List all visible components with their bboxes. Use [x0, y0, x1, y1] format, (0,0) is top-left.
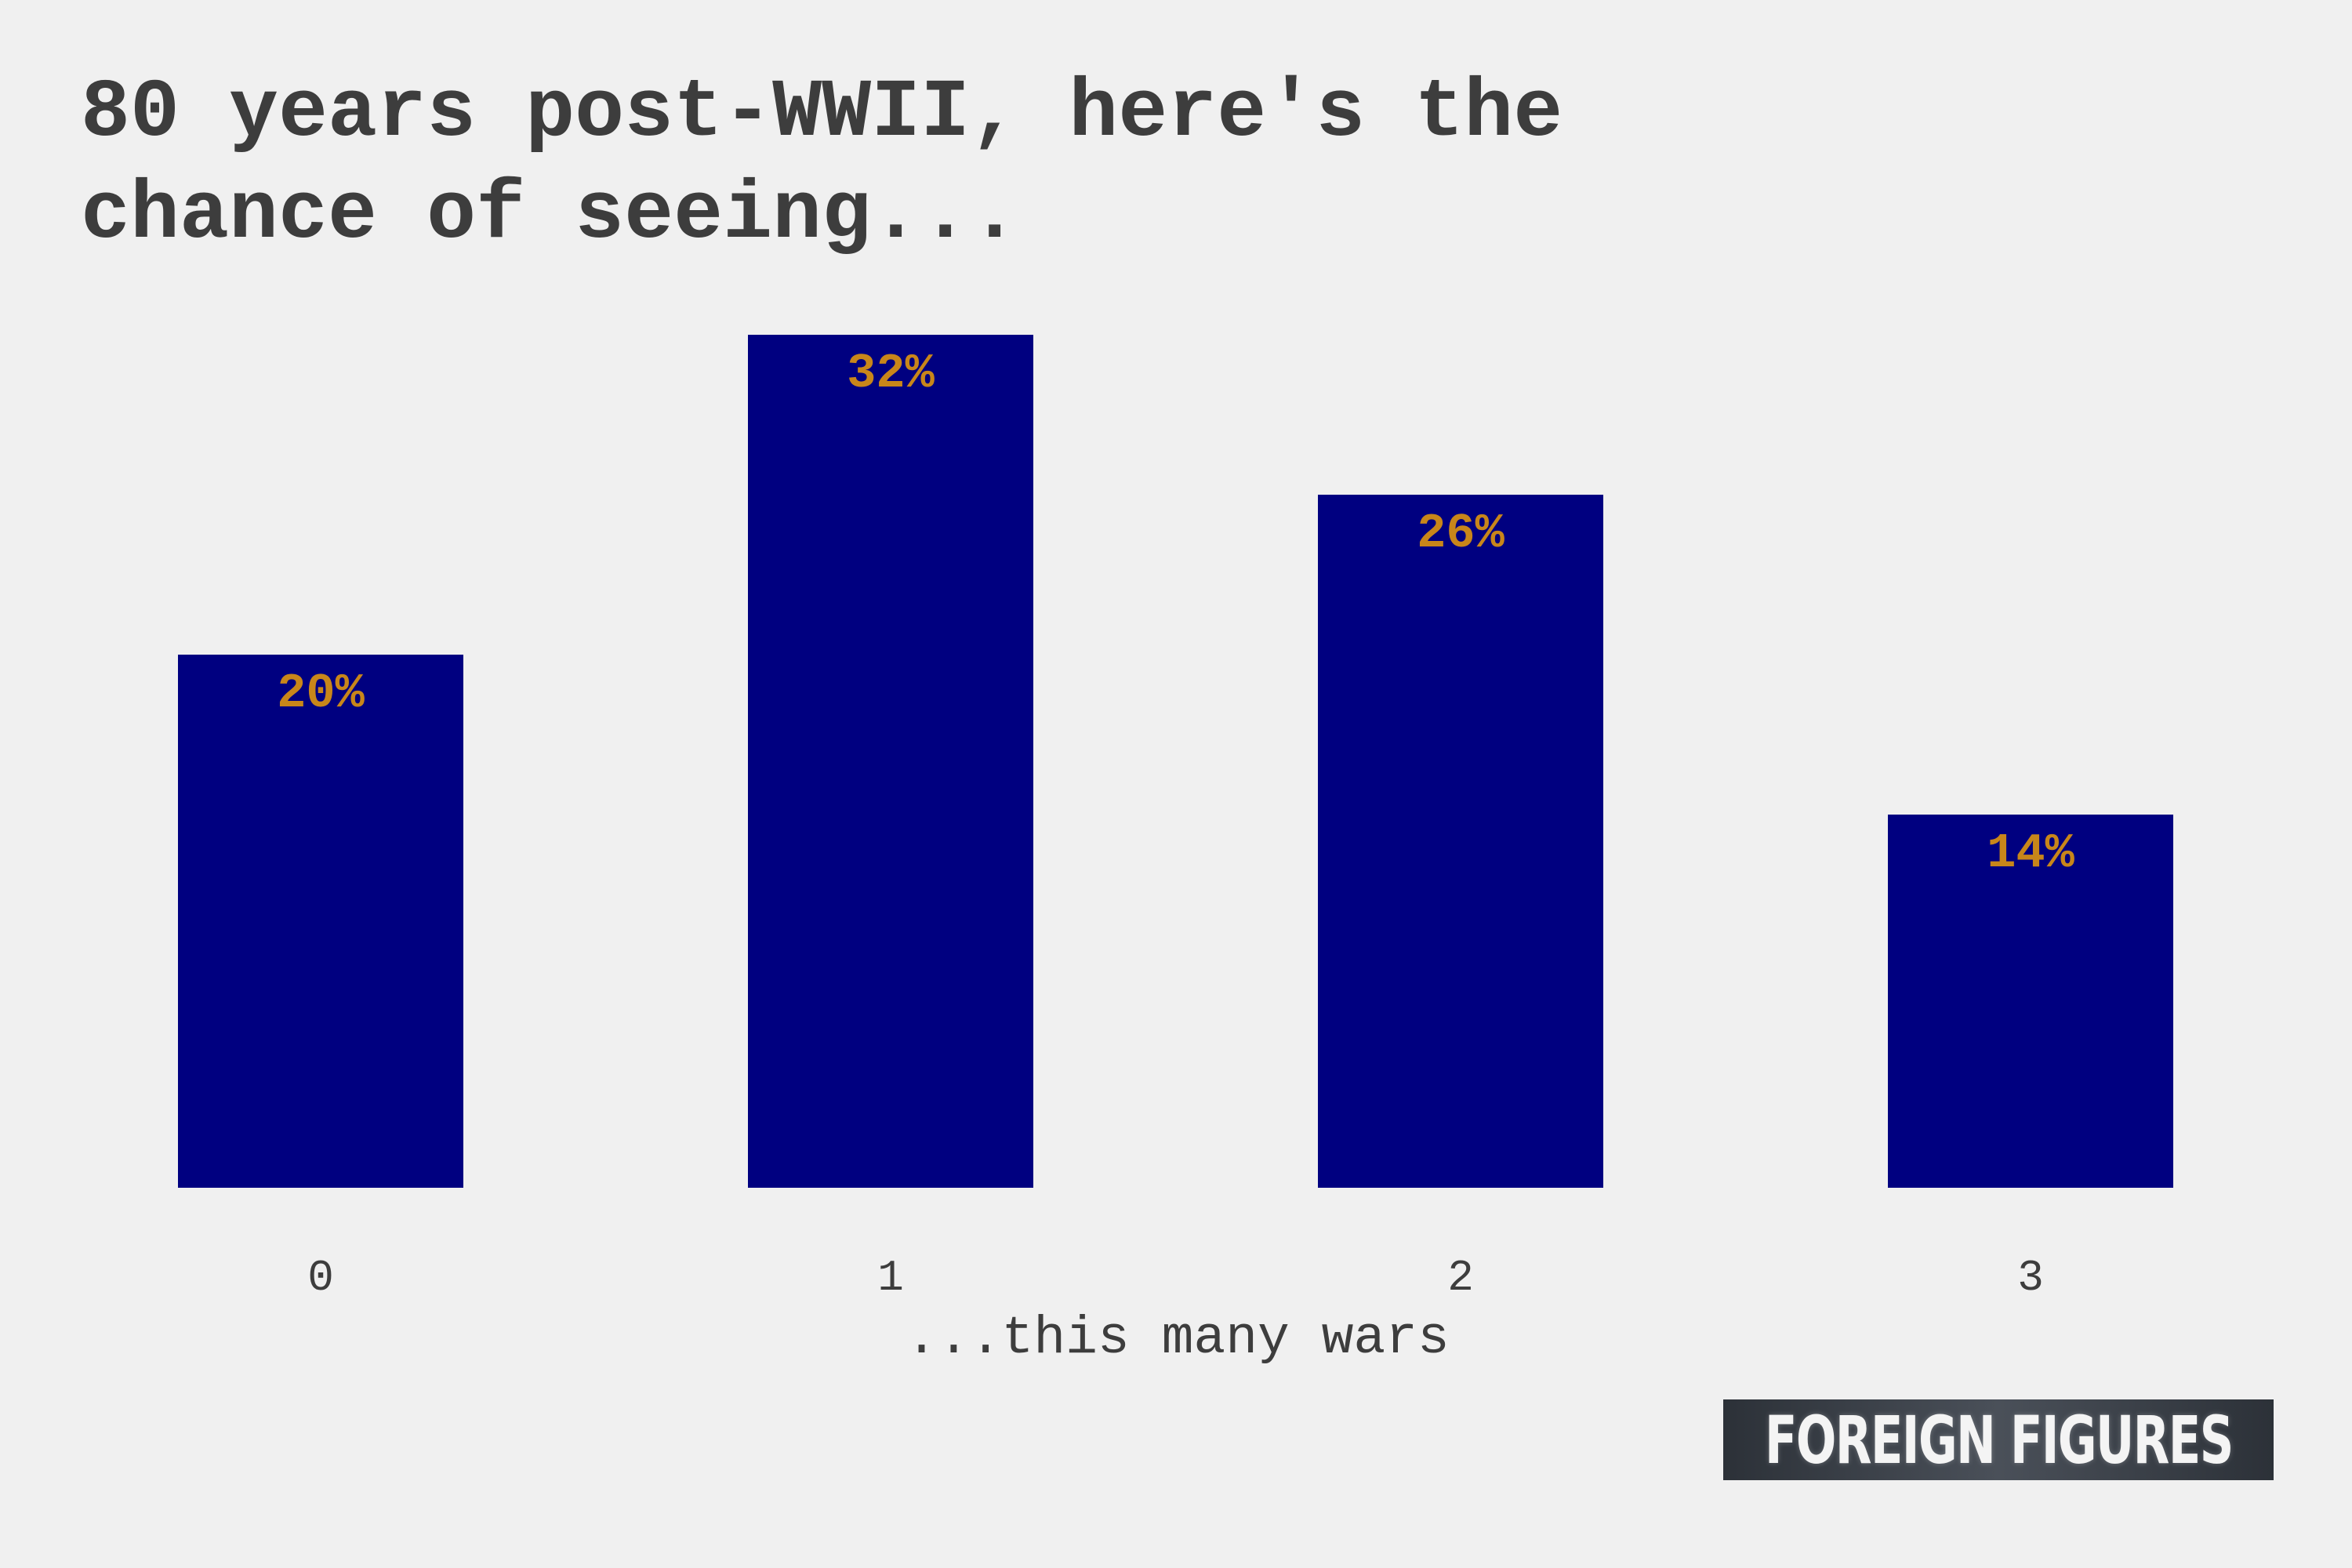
bar-value-label-0: 20%	[277, 666, 365, 721]
bar-value-label-2: 26%	[1417, 506, 1504, 561]
bar-value-label-3: 14%	[1987, 826, 2074, 881]
x-tick-label-2: 2	[1447, 1253, 1474, 1303]
x-tick-label-0: 0	[307, 1253, 334, 1303]
bar-1	[748, 335, 1033, 1188]
bars-group	[178, 335, 2173, 1188]
x-tick-label-1: 1	[877, 1253, 904, 1303]
x-axis-title: ...this many wars	[906, 1308, 1450, 1369]
bar-labels-group: 20% 32% 26% 14%	[277, 346, 2074, 881]
chart-title-line-2: chance of seeing...	[81, 169, 1019, 262]
foreign-figures-logo: FOREIGN FIGURES	[1723, 1399, 2274, 1480]
x-tick-labels-group: 0 1 2 3	[307, 1253, 2044, 1303]
bar-3	[1888, 815, 2173, 1188]
bar-value-label-1: 32%	[847, 346, 935, 401]
chart-title-line-1: 80 years post-WWII, here's the	[81, 67, 1563, 160]
x-tick-label-3: 3	[2017, 1253, 2044, 1303]
logo-text: FOREIGN FIGURES	[1764, 1401, 2234, 1479]
bar-2	[1318, 495, 1603, 1188]
bar-0	[178, 655, 463, 1188]
